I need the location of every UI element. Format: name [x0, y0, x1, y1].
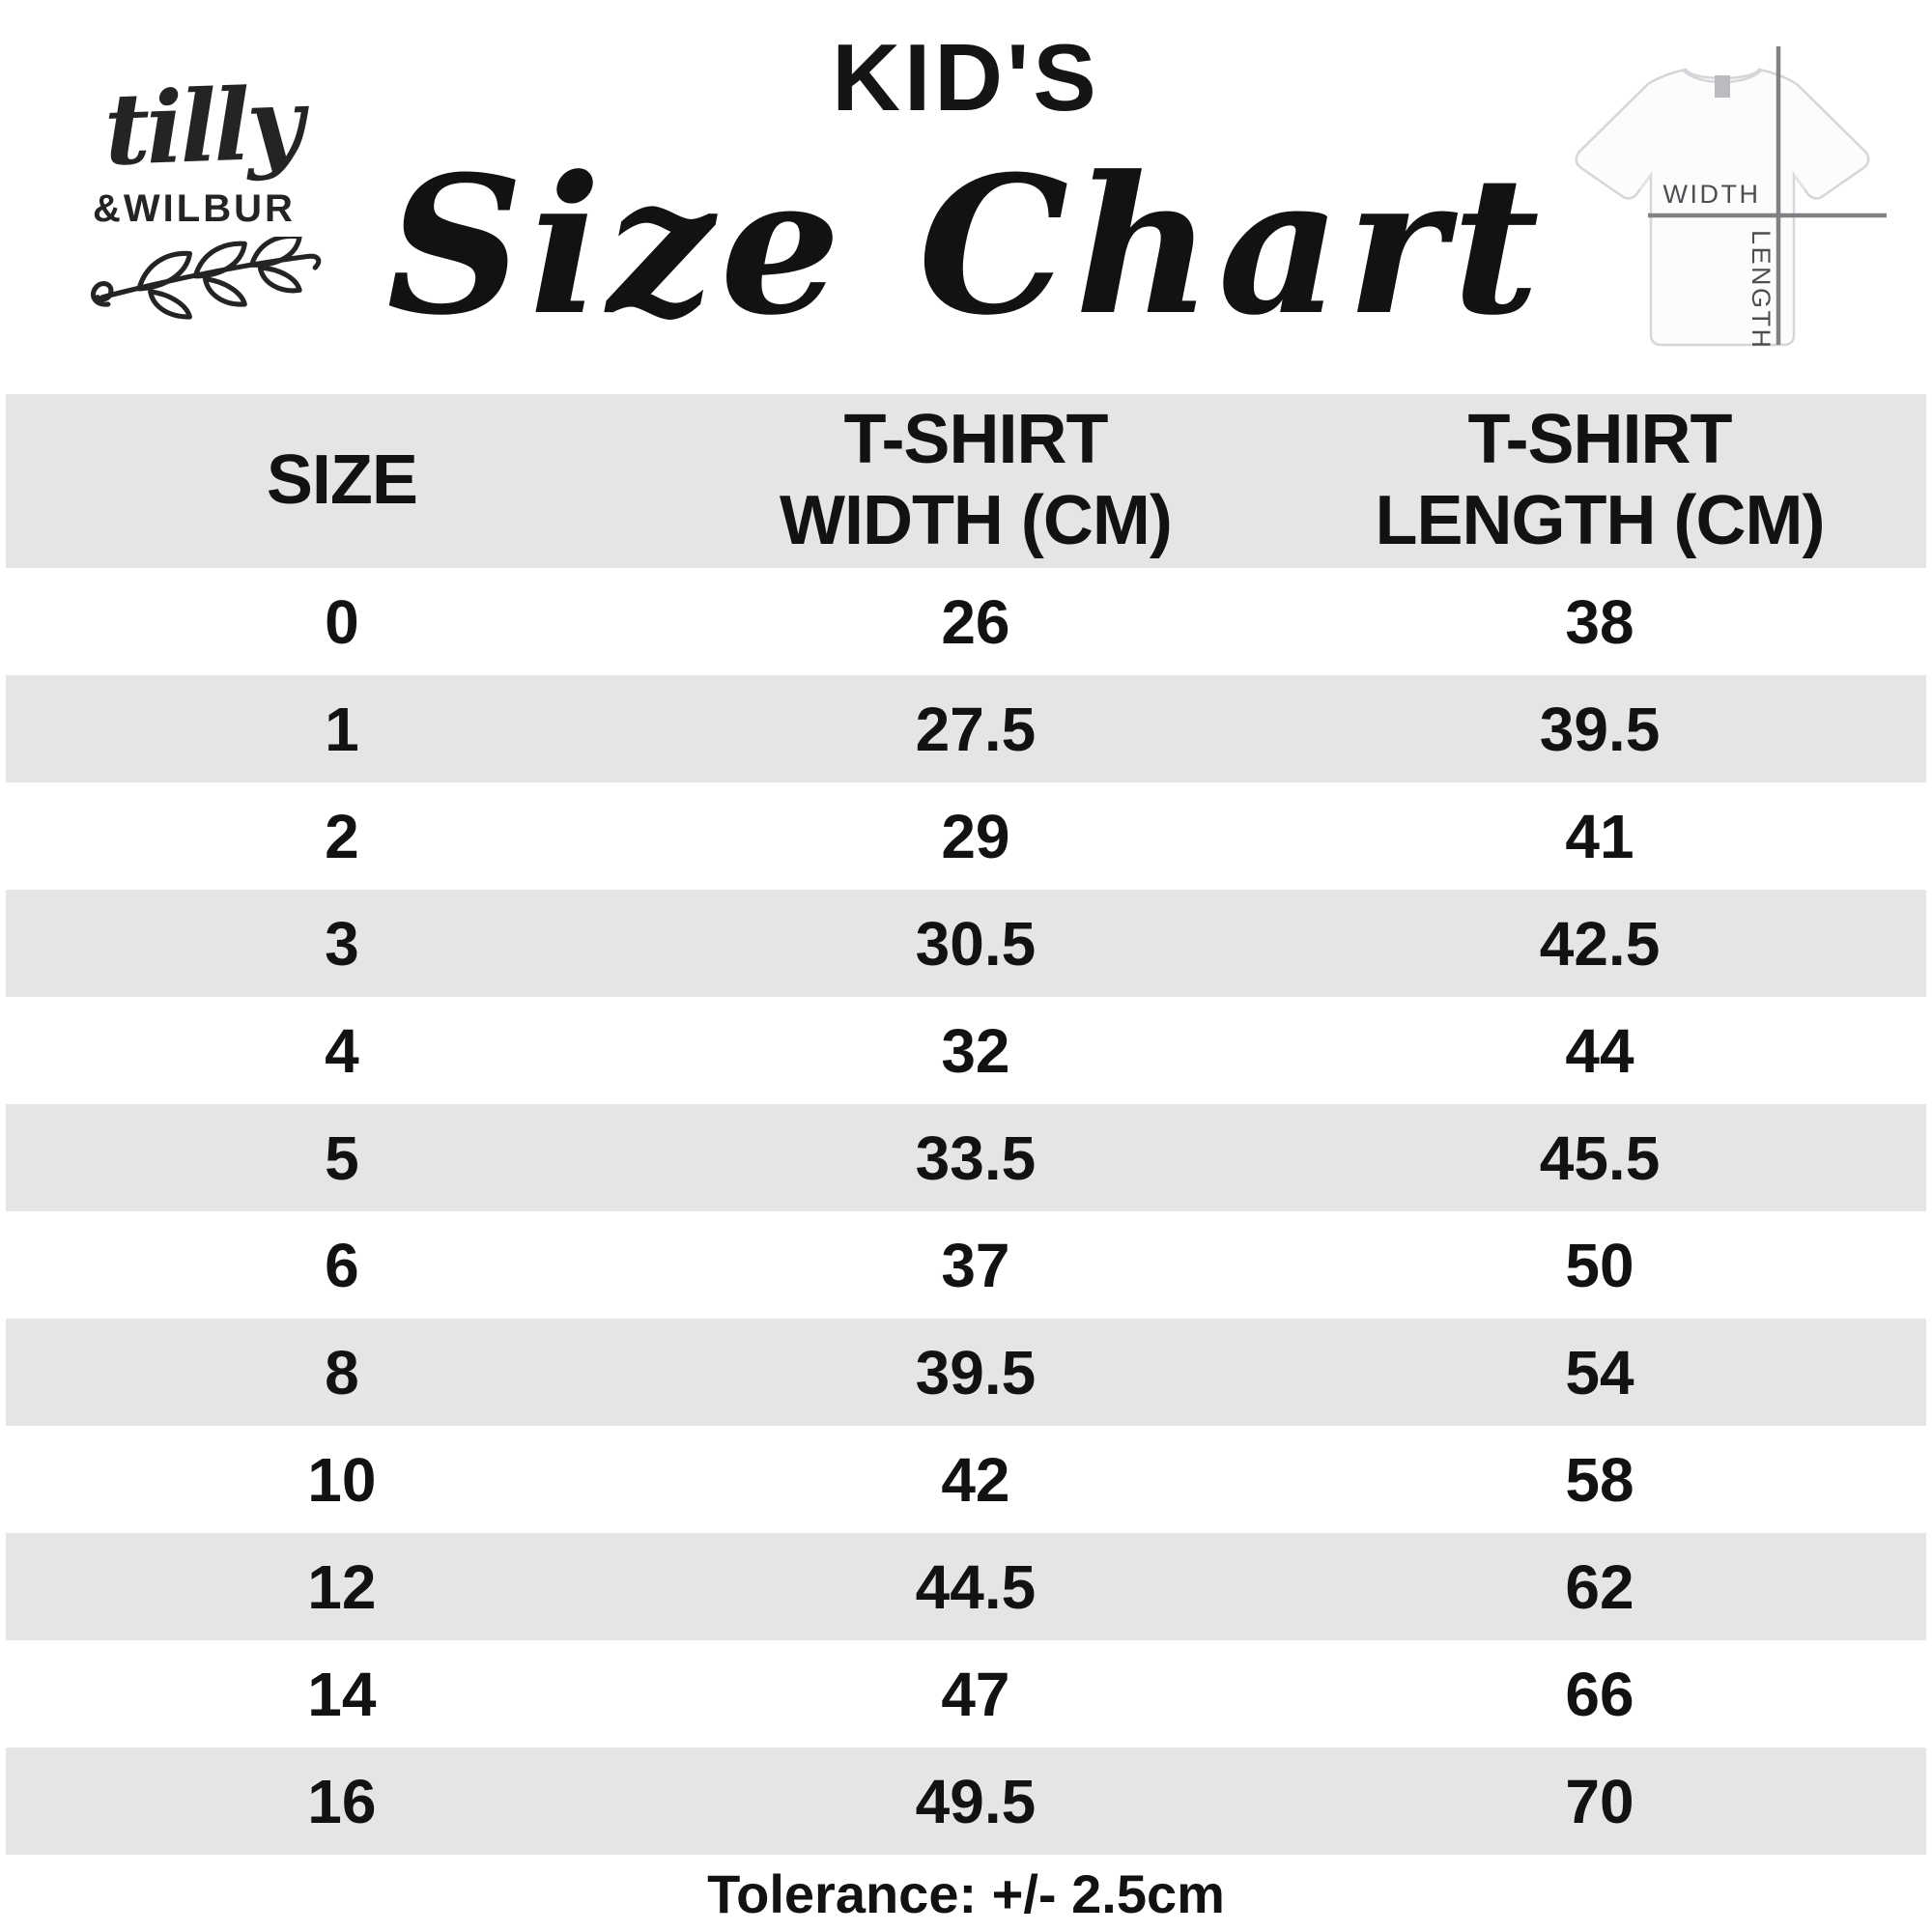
width-cell: 29 — [941, 801, 1010, 871]
width-cell: 33.5 — [915, 1122, 1037, 1193]
column-header-line: T-SHIRT — [1467, 401, 1733, 479]
table-row: 14 47 66 — [6, 1640, 1926, 1747]
size-cell: 5 — [325, 1122, 359, 1193]
length-cell: 54 — [1565, 1337, 1634, 1407]
table-row: 5 33.5 45.5 — [6, 1104, 1926, 1211]
length-cell: 39.5 — [1539, 694, 1661, 764]
tshirt-diagram: WIDTH LENGTH — [1575, 46, 1887, 351]
length-cell: 42.5 — [1539, 908, 1661, 979]
size-cell: 14 — [307, 1659, 377, 1729]
size-cell: 10 — [307, 1444, 377, 1515]
width-cell: 47 — [941, 1659, 1010, 1729]
table-row: 8 39.5 54 — [6, 1319, 1926, 1426]
size-cell: 1 — [325, 694, 359, 764]
tolerance-note: Tolerance: +/- 2.5cm — [707, 1863, 1225, 1924]
length-cell: 50 — [1565, 1230, 1634, 1300]
length-cell: 44 — [1565, 1015, 1634, 1086]
width-cell: 37 — [941, 1230, 1010, 1300]
width-cell: 49.5 — [915, 1766, 1037, 1836]
length-cell: 41 — [1565, 801, 1634, 871]
leaf-branch-icon — [90, 237, 322, 320]
table-row: 3 30.5 42.5 — [6, 890, 1926, 997]
brand-name-caps: &WILBUR — [93, 187, 296, 230]
size-table: SIZE T-SHIRT WIDTH (CM) T-SHIRT LENGTH (CM) 0… — [6, 394, 1926, 1855]
table-row: 4 32 44 — [6, 997, 1926, 1104]
column-header: SIZE — [6, 440, 678, 522]
size-cell: 12 — [307, 1551, 377, 1622]
size-cell: 4 — [325, 1015, 359, 1086]
table-row: 10 42 58 — [6, 1426, 1926, 1533]
size-cell: 6 — [325, 1230, 359, 1300]
table-header-row: SIZE T-SHIRT WIDTH (CM) T-SHIRT LENGTH (CM) — [6, 394, 1926, 568]
width-cell: 44.5 — [915, 1551, 1037, 1622]
brand-logo: tilly &WILBUR — [89, 66, 437, 320]
column-header-line: WIDTH (CM) — [779, 482, 1173, 559]
length-cell: 58 — [1565, 1444, 1634, 1515]
length-cell: 66 — [1565, 1659, 1634, 1729]
table-row: 2 29 41 — [6, 782, 1926, 890]
width-measure-label: WIDTH — [1663, 180, 1761, 209]
neck-label — [1715, 75, 1730, 98]
size-cell: 8 — [325, 1337, 359, 1407]
column-header-line: T-SHIRT — [843, 401, 1108, 479]
table-row: 0 26 38 — [6, 568, 1926, 675]
length-cell: 45.5 — [1539, 1122, 1661, 1193]
page-kicker: KID'S — [832, 24, 1100, 130]
column-header-line: LENGTH (CM) — [1375, 482, 1826, 559]
length-cell: 70 — [1565, 1766, 1634, 1836]
width-cell: 42 — [941, 1444, 1010, 1515]
column-header: T-SHIRT WIDTH (CM) — [678, 400, 1273, 561]
table-row: 6 37 50 — [6, 1211, 1926, 1319]
width-cell: 27.5 — [915, 694, 1037, 764]
table-row: 16 49.5 70 — [6, 1747, 1926, 1855]
width-cell: 39.5 — [915, 1337, 1037, 1407]
size-cell: 16 — [307, 1766, 377, 1836]
size-cell: 2 — [325, 801, 359, 871]
length-cell: 38 — [1565, 586, 1634, 657]
table-row: 12 44.5 62 — [6, 1533, 1926, 1640]
column-header: T-SHIRT LENGTH (CM) — [1273, 400, 1926, 561]
size-cell: 3 — [325, 908, 359, 979]
column-header-line: SIZE — [266, 441, 418, 520]
width-cell: 26 — [941, 586, 1010, 657]
size-cell: 0 — [325, 586, 359, 657]
length-measure-label: LENGTH — [1747, 230, 1776, 351]
page-title: Size Chart — [386, 135, 1546, 357]
table-row: 1 27.5 39.5 — [6, 675, 1926, 782]
length-cell: 62 — [1565, 1551, 1634, 1622]
width-cell: 32 — [941, 1015, 1010, 1086]
width-cell: 30.5 — [915, 908, 1037, 979]
